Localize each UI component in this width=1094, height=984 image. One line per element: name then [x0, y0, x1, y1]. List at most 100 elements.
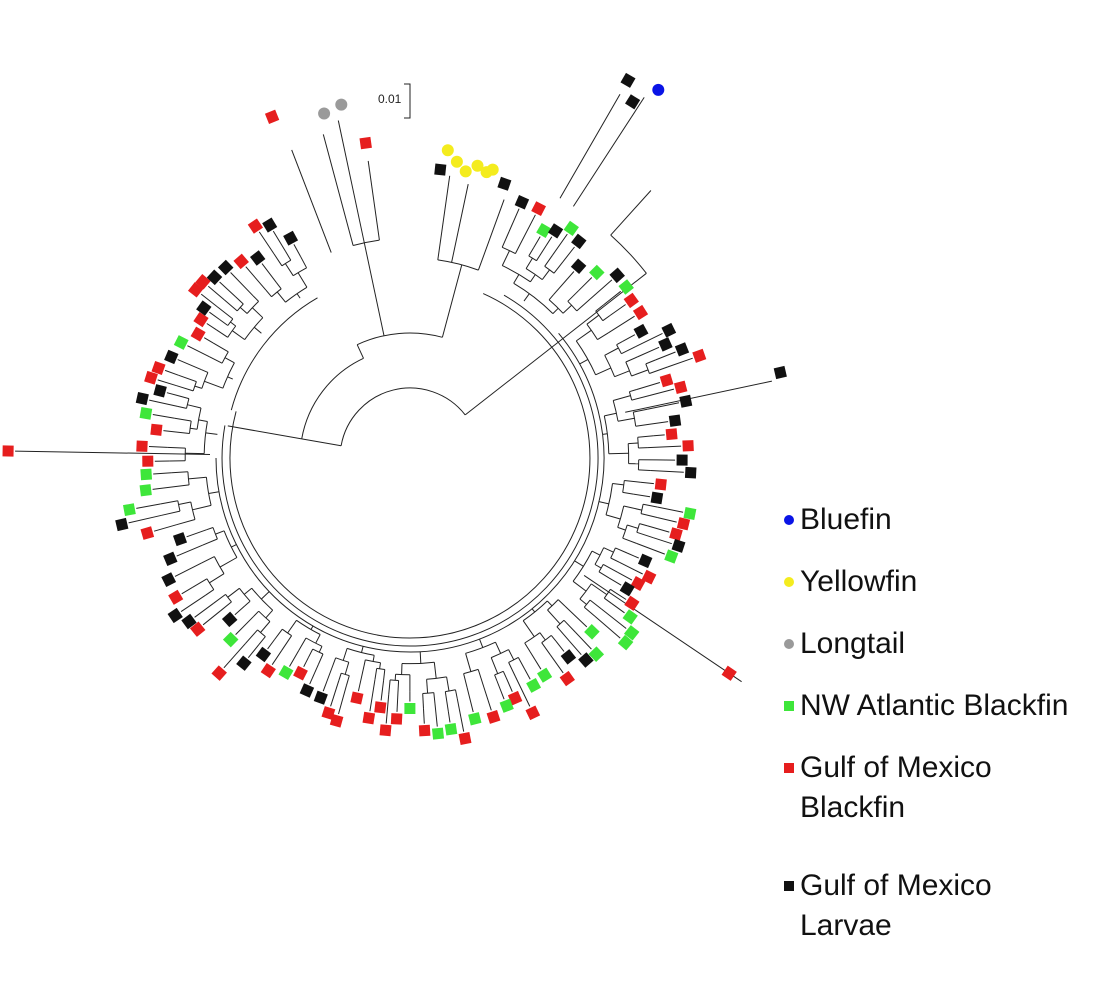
branch	[503, 671, 506, 678]
branch	[268, 640, 275, 649]
branch	[636, 383, 660, 390]
longtail-tip	[318, 108, 330, 120]
branch	[592, 551, 600, 555]
branch	[331, 680, 339, 706]
branch-arc	[197, 408, 201, 429]
branch	[657, 507, 683, 512]
gom-larvae-tip	[685, 467, 697, 479]
branch	[179, 375, 197, 381]
branch-arc	[302, 358, 364, 439]
gom-larvae-tip	[672, 539, 686, 553]
gom-blackfin-tip	[531, 201, 546, 216]
gom-blackfin-tip	[233, 254, 249, 270]
gom-larvae-tip	[163, 552, 177, 566]
branch	[302, 439, 341, 446]
branch-arc	[595, 548, 604, 565]
nw-atlantic-blackfin-tip	[445, 723, 458, 736]
branch-arc	[202, 372, 208, 388]
branch	[434, 662, 436, 678]
branch	[273, 231, 285, 252]
legend-label: Gulf of Mexico Blackfin	[800, 748, 1089, 828]
nw-atlantic-blackfin-tip	[536, 223, 551, 238]
gom-larvae-tip	[314, 691, 328, 705]
gom-blackfin-tip	[624, 596, 639, 611]
branch-arc	[297, 620, 321, 634]
branch	[236, 617, 254, 635]
branch	[590, 280, 612, 299]
branch-arc	[259, 611, 270, 621]
branch	[172, 472, 188, 473]
branch	[129, 515, 162, 523]
branch	[654, 435, 665, 436]
nw-atlantic-blackfin-tip	[140, 407, 153, 420]
branch-arc	[623, 481, 625, 493]
tree-branches	[15, 94, 772, 731]
gom-blackfin-tip	[142, 456, 153, 467]
gom-blackfin-tip	[660, 374, 674, 388]
gom-blackfin-tip	[193, 312, 208, 327]
nw-atlantic-blackfin-tip	[623, 609, 638, 624]
branch-arc	[188, 472, 189, 485]
branch	[497, 681, 504, 699]
branch	[178, 406, 187, 408]
gom-blackfin-tip	[144, 371, 158, 385]
branch	[182, 587, 193, 594]
legend-label: Gulf of Mexico Larvae	[800, 866, 1089, 946]
branch	[206, 433, 218, 435]
branch	[649, 367, 668, 374]
branch-arc	[222, 295, 598, 646]
branch	[230, 322, 235, 326]
branch	[153, 473, 171, 474]
gom-larvae-tip	[250, 250, 265, 265]
branch	[245, 630, 257, 644]
branch-arc	[576, 341, 595, 375]
branch	[649, 389, 674, 396]
branch	[232, 331, 244, 340]
branch	[615, 548, 627, 553]
gom-blackfin-marker-icon	[784, 763, 794, 773]
branch	[654, 538, 672, 544]
gom-blackfin-tip	[261, 663, 276, 678]
branch	[308, 649, 312, 658]
branch	[244, 588, 252, 594]
branch	[228, 426, 302, 439]
gom-blackfin-tip	[248, 218, 263, 233]
yellowfin-tip	[460, 165, 472, 177]
yellowfin-tip	[451, 156, 463, 168]
gom-larvae-tip	[561, 649, 576, 664]
branch	[201, 557, 214, 564]
branch	[236, 297, 244, 304]
branch-arc	[191, 502, 195, 520]
branch	[282, 636, 292, 651]
gom-larvae-tip	[136, 392, 149, 405]
gom-larvae-tip	[609, 268, 625, 284]
branch	[467, 688, 473, 712]
branch	[545, 255, 553, 266]
branch-arc	[353, 240, 379, 245]
branch	[158, 380, 177, 386]
gom-larvae-tip	[669, 414, 681, 426]
branch	[606, 515, 620, 519]
branch	[193, 579, 207, 588]
branch-arc	[206, 477, 211, 505]
branch	[162, 511, 180, 515]
branch-arc	[216, 333, 604, 652]
gom-blackfin-tip	[136, 440, 147, 451]
branch	[542, 643, 551, 655]
branch	[177, 432, 190, 433]
gom-larvae-marker-icon	[784, 881, 794, 891]
branch	[254, 327, 261, 333]
branch	[160, 501, 178, 504]
branch	[530, 275, 535, 282]
branch	[648, 526, 670, 532]
branch	[638, 470, 650, 471]
branch	[300, 256, 306, 268]
branch	[224, 300, 237, 311]
branch	[610, 589, 616, 593]
gom-larvae-tip	[173, 532, 187, 546]
nw-atlantic-blackfin-tip	[618, 279, 633, 294]
branch-arc	[390, 680, 399, 681]
branch	[149, 400, 177, 406]
branch	[618, 572, 632, 580]
branch	[203, 539, 218, 545]
